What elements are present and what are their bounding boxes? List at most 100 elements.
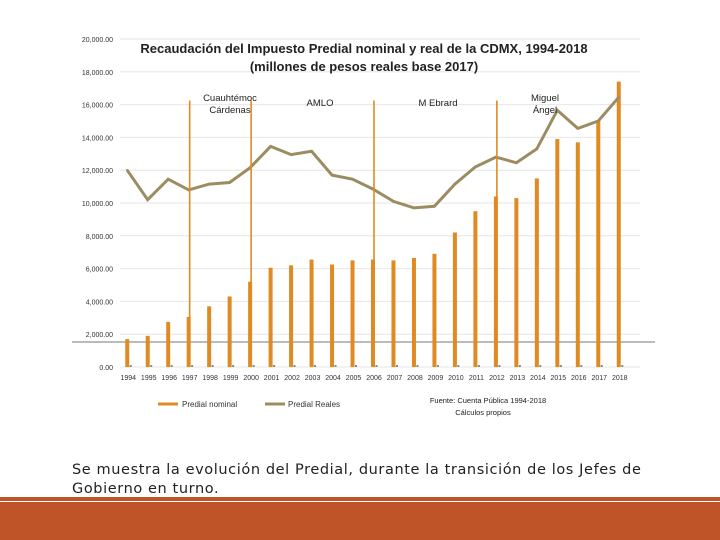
- x-tick-label: 2006: [366, 375, 382, 382]
- bar-nominal-1994: [125, 339, 130, 367]
- bar-stub: [580, 365, 583, 367]
- y-tick-label: 8,000.00: [86, 234, 113, 241]
- annotation-label-line2: Cárdenas: [209, 105, 250, 116]
- point-reales-2014: [535, 147, 539, 151]
- bar-nominal-2014: [534, 178, 539, 367]
- bar-nominal-1998: [207, 306, 212, 367]
- x-tick-label: 2017: [591, 375, 607, 382]
- point-reales-2009: [433, 205, 436, 208]
- x-tick-label: 2018: [612, 375, 628, 382]
- chart-title-line1: Recaudación del Impuesto Predial nominal…: [140, 41, 587, 56]
- point-reales-2001: [269, 145, 272, 148]
- bar-nominal-2000: [248, 281, 253, 367]
- y-tick-label: 4,000.00: [86, 299, 113, 306]
- source-line1: Fuente: Cuenta Pública 1994-2018: [430, 396, 546, 405]
- y-tick-label: 10,000.00: [82, 201, 113, 208]
- bar-stub: [334, 365, 337, 367]
- y-tick-label: 0.00: [99, 365, 113, 372]
- point-reales-1995: [146, 198, 149, 201]
- y-tick-label: 18,000.00: [82, 70, 113, 77]
- bar-stub: [477, 365, 480, 367]
- bar-nominal-2013: [514, 198, 519, 367]
- y-tick-label: 20,000.00: [82, 37, 113, 44]
- footer-thin-band: [0, 497, 720, 501]
- point-reales-2010: [453, 182, 457, 186]
- bar-stub: [498, 365, 501, 367]
- annotation-label: Miguel: [531, 93, 559, 104]
- x-tick-label: 2007: [387, 375, 403, 382]
- bar-stub: [252, 365, 255, 367]
- point-reales-2002: [289, 153, 293, 156]
- annotation-label: AMLO: [307, 98, 334, 109]
- bar-stub: [436, 365, 439, 367]
- bar-nominal-2003: [309, 259, 314, 367]
- bar-nominal-2001: [268, 267, 273, 367]
- x-tick-label: 1995: [141, 375, 157, 382]
- y-tick-label: 14,000.00: [82, 135, 113, 142]
- bar-stub: [150, 365, 153, 367]
- y-tick-label: 6,000.00: [86, 267, 113, 274]
- bar-nominal-2009: [432, 253, 437, 367]
- y-tick-label: 16,000.00: [82, 103, 113, 110]
- x-tick-label: 2009: [428, 375, 444, 382]
- bar-nominal-1999: [227, 296, 232, 367]
- bar-stub: [375, 365, 378, 367]
- bar-stub: [273, 365, 276, 367]
- point-reales-2003: [310, 150, 313, 153]
- bar-stub: [518, 365, 521, 367]
- chart: 0.00 2,000.00 4,000.00 6,000.00 8,000.00 10,0…: [72, 37, 655, 417]
- caption: Se muestra la evolución del Predial, dur…: [72, 462, 642, 497]
- bar-nominal-2010: [452, 232, 457, 367]
- bar-nominal-2018: [616, 81, 621, 367]
- point-reales-1999: [228, 181, 231, 184]
- bar-stub: [600, 365, 603, 367]
- x-tick-label: 2014: [530, 375, 546, 382]
- bar-nominal-1995: [145, 335, 150, 367]
- bar-nominal-2008: [411, 257, 416, 367]
- bar-stub: [621, 365, 624, 367]
- x-tick-label: 2002: [284, 375, 300, 382]
- bar-stub: [457, 365, 460, 367]
- annotation-label: Cuauhtémoc: [203, 93, 257, 104]
- bar-nominal-2002: [289, 265, 294, 367]
- x-tick-label: 2004: [325, 375, 341, 382]
- bar-nominal-2004: [330, 264, 335, 367]
- bar-stub: [559, 365, 562, 367]
- x-tick-label: 1999: [223, 375, 239, 382]
- bar-nominal-1997: [186, 316, 191, 367]
- point-reales-1998: [207, 182, 211, 186]
- bar-nominal-2012: [493, 196, 498, 367]
- legend: Predial nominal Predial Reales: [158, 400, 340, 409]
- x-tick-label: 2012: [489, 375, 505, 382]
- bar-nominal-2017: [596, 121, 601, 367]
- x-tick-label: 2000: [243, 375, 259, 382]
- point-reales-2008: [412, 206, 416, 210]
- annotation-label: M Ebrard: [418, 98, 457, 109]
- bar-nominal-2005: [350, 260, 355, 367]
- point-reales-2017: [597, 119, 600, 123]
- point-reales-2005: [351, 178, 354, 181]
- y-tick-label: 12,000.00: [82, 168, 113, 175]
- x-tick-label: 1998: [202, 375, 218, 382]
- bar-stub: [293, 365, 296, 367]
- bar-stub: [395, 365, 398, 367]
- bar-nominal-2015: [555, 139, 560, 367]
- x-tick-label: 2016: [571, 375, 587, 382]
- point-reales-2018: [617, 96, 620, 99]
- x-tick-label: 1994: [120, 375, 136, 382]
- bar-stub: [170, 365, 173, 367]
- point-reales-2007: [392, 200, 395, 203]
- bar-stub: [129, 365, 132, 367]
- x-tick-label: 2015: [551, 375, 567, 382]
- x-tick-label: 2005: [346, 375, 362, 382]
- footer-band: [0, 502, 720, 540]
- bar-stub: [416, 365, 419, 367]
- point-reales-2011: [474, 165, 477, 169]
- legend-label-reales: Predial Reales: [288, 400, 340, 409]
- bar-nominal-2011: [473, 211, 478, 367]
- x-tick-label: 2010: [448, 375, 464, 382]
- x-tick-label: 2011: [469, 375, 484, 382]
- point-reales-2013: [515, 161, 518, 165]
- bar-stub: [232, 365, 235, 367]
- point-reales-2016: [576, 127, 579, 130]
